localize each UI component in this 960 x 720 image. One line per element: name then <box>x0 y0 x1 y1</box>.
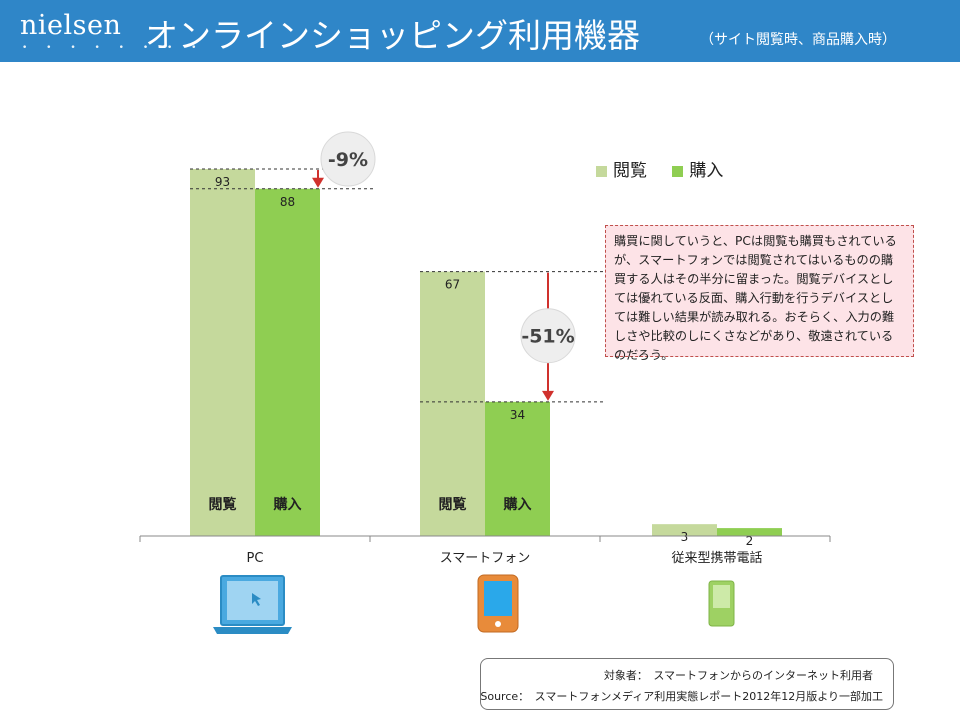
arrow-head-smartphone <box>542 390 554 401</box>
feature-phone-screen <box>713 585 730 608</box>
logo-dots: • • • • • • • • <box>22 43 205 53</box>
smartphone-button <box>495 621 501 627</box>
laptop-icon <box>213 575 292 634</box>
data-label-pc-browse: 93 <box>215 175 230 189</box>
data-label-pc-purchase: 88 <box>280 195 295 209</box>
legend-label-browse: 閲覧 <box>613 161 647 181</box>
source-citation: Source： スマートフォンメディア利用実態レポート2012年12月版より一部… <box>480 690 883 703</box>
data-label-feature-phone-browse: 3 <box>681 530 689 544</box>
category-label-smartphone: スマートフォン <box>440 551 531 566</box>
bar-label-pc-purchase: 購入 <box>273 496 302 513</box>
bar-feature-phone-browse <box>652 524 717 536</box>
data-label-feature-phone-purchase: 2 <box>746 534 754 548</box>
category-label-feature-phone: 従来型携帯電話 <box>671 550 762 566</box>
bar-pc-browse <box>190 169 255 536</box>
data-label-smartphone-browse: 67 <box>445 278 460 292</box>
bar-smartphone-purchase <box>485 401 550 536</box>
commentary-note: 購買に関していうと、PCは閲覧も購買もされているが、スマートフォンでは閲覧されて… <box>605 225 914 362</box>
page-title: オンラインショッピング利用機器 <box>145 16 640 55</box>
data-label-smartphone-purchase: 34 <box>510 408 525 422</box>
smartphone-screen <box>484 581 512 616</box>
legend-swatch-browse <box>596 166 607 177</box>
chart-legend: 閲覧 購入 <box>596 156 743 181</box>
legend-swatch-purchase <box>672 166 684 177</box>
laptop-base <box>213 627 292 634</box>
change-bubble-pc <box>320 131 376 187</box>
laptop-cursor <box>252 593 261 606</box>
source-box: 対象者： スマートフォンからのインターネット利用者 Source： スマートフォ… <box>480 658 894 710</box>
bar-label-smartphone-browse: 閲覧 <box>439 496 467 513</box>
brand-logo: nielsen <box>20 10 122 41</box>
bar-feature-phone-purchase <box>717 528 782 536</box>
bar-label-pc-browse: 閲覧 <box>209 496 237 513</box>
legend-label-purchase: 購入 <box>689 161 724 181</box>
bar-label-smartphone-purchase: 購入 <box>503 496 532 513</box>
bar-smartphone-browse <box>420 271 485 536</box>
change-label-smartphone: -51% <box>521 326 574 348</box>
change-label-pc: -9% <box>328 149 368 171</box>
header-bar: nielsen • • • • • • • • オンラインショッピング利用機器 … <box>0 0 960 62</box>
survey-target: 対象者： スマートフォンからのインターネット利用者 <box>603 669 873 682</box>
page-subtitle: （サイト閲覧時、商品購入時） <box>700 32 896 48</box>
smartphone-icon <box>477 574 519 633</box>
category-label-pc: PC <box>247 551 264 566</box>
bar-pc-purchase <box>255 188 320 536</box>
legend-item-purchase: 購入 <box>672 161 723 181</box>
feature-phone-icon <box>708 580 735 627</box>
change-bubble-smartphone <box>520 308 576 364</box>
legend-item-browse: 閲覧 <box>596 161 647 181</box>
arrow-head-pc <box>312 177 324 188</box>
